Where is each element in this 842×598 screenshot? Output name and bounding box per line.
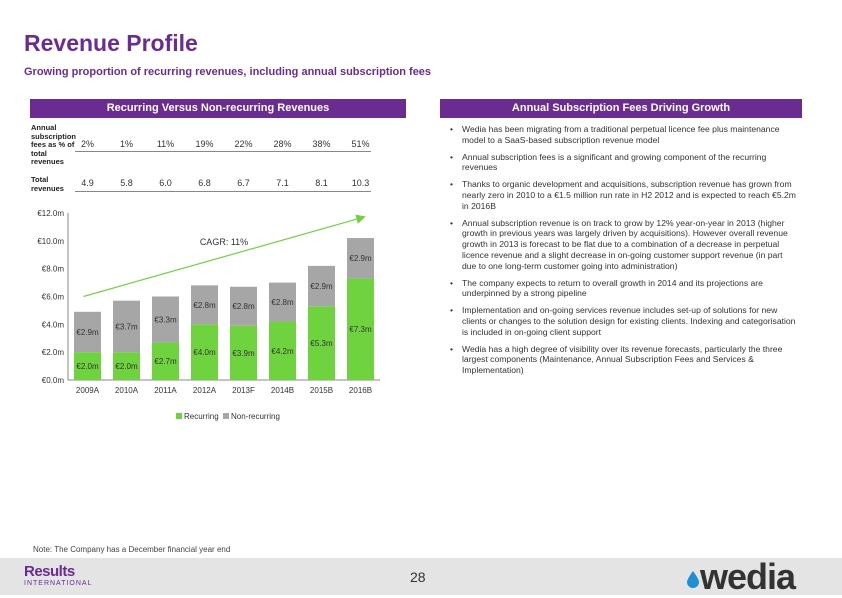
results-logo: Results — [24, 563, 75, 580]
recurring-data-label: €2.7m — [154, 357, 177, 366]
bullet-item: Wedia has a high degree of visibility ov… — [448, 344, 798, 376]
non-recurring-data-label: €3.3m — [154, 315, 177, 324]
x-tick-label: 2009A — [76, 386, 100, 395]
left-panel-heading: Recurring Versus Non-recurring Revenues — [30, 99, 406, 118]
recurring-bar — [191, 324, 218, 380]
total-revenues-cell: 6.0 — [159, 178, 172, 188]
x-tick-label: 2015B — [310, 386, 333, 395]
legend-swatch-recurring — [176, 413, 182, 419]
recurring-data-label: €3.9m — [232, 349, 255, 358]
recurring-bar — [308, 306, 335, 380]
total-revenues-cell: 5.8 — [120, 178, 133, 188]
bullet-item: Wedia has been migrating from a traditio… — [448, 124, 798, 146]
x-tick-label: 2016B — [349, 386, 372, 395]
recurring-bar — [113, 352, 140, 380]
subscription-share-row-label: Annual subscription fees as % of total r… — [31, 123, 77, 166]
subscription-share-cell: 38% — [312, 139, 331, 149]
subscription-share-cell: 1% — [119, 139, 133, 149]
right-panel-heading: Annual Subscription Fees Driving Growth — [440, 99, 802, 118]
recurring-bar — [230, 325, 257, 380]
x-tick-label: 2010A — [115, 386, 139, 395]
subscription-share-cell: 2% — [80, 139, 94, 149]
total-revenues-cell: 10.3 — [351, 178, 370, 188]
x-tick-label: 2012A — [193, 386, 217, 395]
recurring-data-label: €4.2m — [271, 347, 294, 356]
recurring-data-label: €7.3m — [349, 325, 372, 334]
total-revenues-row-label: Total revenues — [31, 175, 64, 193]
non-recurring-bar — [308, 265, 335, 307]
subscription-share-cell: 22% — [234, 139, 253, 149]
total-revenues-cell: 6.8 — [198, 178, 211, 188]
recurring-data-label: €2.0m — [76, 362, 99, 371]
row-divider — [75, 151, 371, 152]
growth-bullet-list: Wedia has been migrating from a traditio… — [448, 124, 798, 382]
page-subtitle: Growing proportion of recurring revenues… — [24, 66, 432, 78]
bullet-item: Implementation and on-going services rev… — [448, 305, 798, 337]
cagr-trend-arrow — [83, 214, 366, 298]
footer-bar: Results INTERNATIONAL 28 wedia — [0, 556, 842, 597]
recurring-data-label: €2.0m — [115, 362, 138, 371]
non-recurring-bar — [113, 300, 140, 353]
non-recurring-bar — [269, 282, 296, 322]
total-revenues-cell: 4.9 — [81, 178, 94, 188]
recurring-data-label: €4.0m — [193, 348, 216, 357]
non-recurring-data-label: €3.7m — [115, 322, 138, 331]
wedia-logo: wedia — [700, 556, 796, 597]
total-revenues-cell: 8.1 — [315, 178, 328, 188]
footnote: Note: The Company has a December financi… — [33, 545, 231, 554]
recurring-bar — [74, 352, 101, 380]
non-recurring-bar — [74, 311, 101, 353]
total-revenues-cell: 6.7 — [237, 178, 250, 188]
non-recurring-data-label: €2.8m — [232, 302, 255, 311]
y-tick-label: €10.0m — [37, 237, 64, 246]
recurring-bar — [152, 342, 179, 380]
non-recurring-bar — [191, 285, 218, 325]
y-tick-label: €6.0m — [42, 293, 65, 302]
non-recurring-bar — [230, 286, 257, 326]
bullet-item: Thanks to organic development and acquis… — [448, 179, 798, 211]
x-tick-label: 2013F — [232, 386, 255, 395]
recurring-bar — [347, 278, 374, 380]
x-tick-label: 2011A — [154, 386, 177, 395]
subscription-share-cell: 11% — [156, 139, 175, 149]
y-tick-label: €4.0m — [42, 320, 65, 329]
legend-label-non-recurring: Non-recurring — [231, 412, 280, 421]
subscription-share-cell: 19% — [195, 139, 214, 149]
subscription-share-cell: 51% — [351, 139, 370, 149]
bullet-item: The company expects to return to overall… — [448, 278, 798, 300]
bullet-item: Annual subscription fees is a significan… — [448, 152, 798, 174]
bullet-item: Annual subscription revenue is on track … — [448, 218, 798, 272]
total-revenues-cell: 7.1 — [276, 178, 289, 188]
non-recurring-data-label: €2.8m — [271, 298, 294, 307]
legend-label-recurring: Recurring — [184, 412, 219, 421]
recurring-data-label: €5.3m — [310, 339, 333, 348]
non-recurring-data-label: €2.9m — [349, 254, 372, 263]
y-tick-label: €0.0m — [42, 376, 65, 385]
y-tick-label: €12.0m — [37, 209, 64, 218]
non-recurring-data-label: €2.9m — [310, 282, 333, 291]
y-tick-label: €8.0m — [42, 265, 65, 274]
non-recurring-bar — [152, 296, 179, 343]
recurring-bar — [269, 321, 296, 380]
wedia-drop-icon — [687, 571, 699, 588]
y-tick-label: €2.0m — [42, 348, 65, 357]
subscription-share-cell: 28% — [273, 139, 292, 149]
page-title: Revenue Profile — [24, 30, 198, 56]
row-divider — [75, 191, 371, 192]
non-recurring-bar — [347, 238, 374, 279]
non-recurring-data-label: €2.8m — [193, 301, 216, 310]
legend-swatch-non-recurring — [223, 413, 229, 419]
cagr-annotation: CAGR: 11% — [200, 237, 248, 247]
non-recurring-data-label: €2.9m — [76, 328, 99, 337]
page-number: 28 — [410, 569, 426, 585]
results-logo-subtitle: INTERNATIONAL — [24, 580, 93, 587]
x-tick-label: 2014B — [271, 386, 294, 395]
